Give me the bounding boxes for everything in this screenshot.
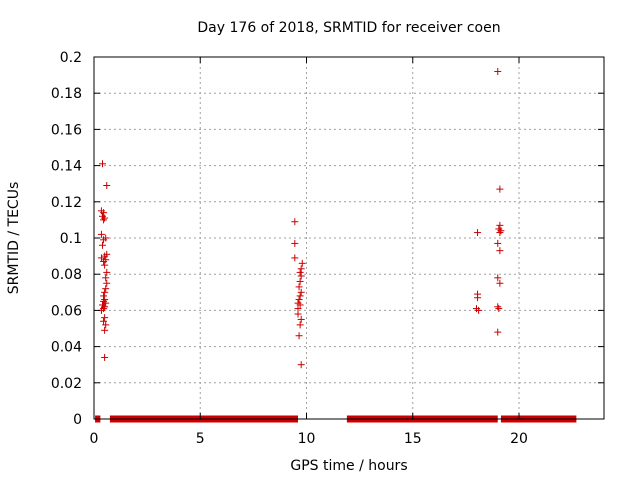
data-point [291,218,299,226]
data-point [99,241,106,249]
data-point [101,252,109,260]
data-point [298,259,306,267]
x-tick-label: 15 [404,431,422,447]
data-point [102,285,110,293]
data-point [101,303,109,311]
data-point [475,306,483,314]
data-point [102,274,110,282]
data-point [97,254,105,262]
data-point [100,209,108,217]
data-point [494,239,502,247]
data-point [494,67,502,75]
data-point [474,294,482,302]
x-tick-label: 10 [298,431,316,447]
y-tick-label: 0.1 [60,231,82,247]
data-point [494,303,502,311]
data-point [297,361,305,369]
axis-ticks: 0 0.02 0.04 0.06 0.08 0.1 0.12 0.14 0.16 0.18 0.2 0… [51,50,604,447]
data-point [103,268,111,276]
y-tick-label: 0 [73,412,82,428]
data-point [101,261,109,269]
y-tick-label: 0.14 [51,159,82,175]
data-point [295,283,303,291]
y-tick-label: 0.12 [51,195,82,211]
data-point [97,230,105,238]
data-point [101,214,109,222]
x-tick-label: 5 [196,431,205,447]
data-point [494,274,502,282]
data-point [297,272,305,280]
data-point [496,185,504,193]
y-axis-label: SRMTID / TECUs [6,182,22,295]
data-point [496,279,504,287]
y-tick-label: 0.06 [51,303,82,319]
data-point [101,326,109,334]
data-point [295,296,303,304]
data-point [495,305,503,313]
grid [94,57,604,419]
data-point [103,182,111,190]
data-point [296,301,304,309]
data-point [102,299,110,307]
data-point [99,160,106,168]
data-point [296,292,304,300]
data-point [101,296,109,304]
data-point [496,221,504,229]
data-point [296,277,304,285]
data-point [103,279,111,287]
x-tick-label: 20 [510,431,528,447]
data-point [297,315,305,323]
data-point [101,353,109,361]
y-tick-label: 0.16 [51,122,82,138]
data-point [297,265,305,273]
x-tick-label: 0 [90,431,99,447]
data-point [100,258,108,266]
y-tick-label: 0.02 [51,376,82,392]
data-point [291,239,299,247]
y-tick-label: 0.2 [60,50,82,66]
data-point [294,310,302,318]
data-point [101,288,109,296]
data-point [100,317,108,325]
data-point [497,227,505,235]
y-tick-label: 0.18 [51,86,82,102]
x-axis-label: GPS time / hours [290,458,407,474]
data-point [496,247,504,255]
data-point [474,229,482,237]
data-point [296,321,304,329]
data-point [295,332,303,340]
data-point [100,216,108,224]
data-point [494,328,502,336]
chart-title: Day 176 of 2018, SRMTID for receiver coe… [197,20,500,36]
data-point [496,229,504,237]
data-points [97,67,505,369]
data-point [102,321,110,329]
data-point [297,288,305,296]
y-tick-label: 0.04 [51,340,82,356]
data-point [101,314,109,322]
data-point [100,236,108,244]
data-point [296,268,304,276]
y-tick-label: 0.08 [51,267,82,283]
data-point [291,254,299,262]
